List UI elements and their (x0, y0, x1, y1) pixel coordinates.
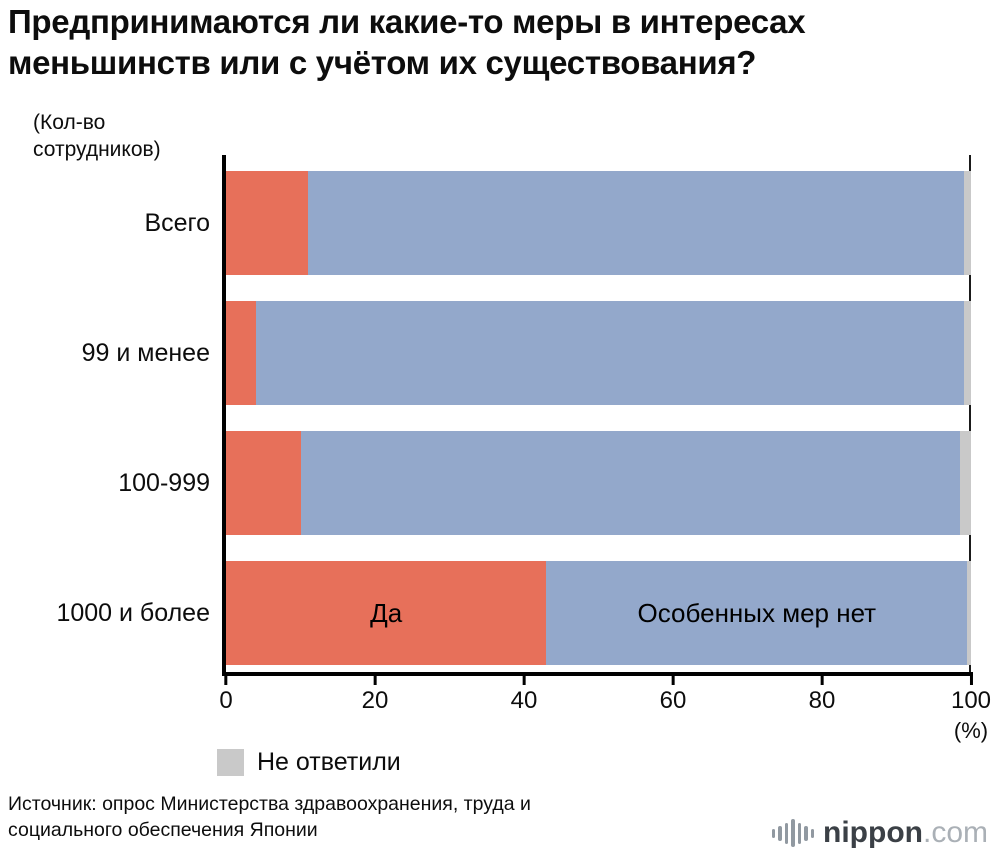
legend-label: Не ответили (257, 748, 401, 776)
bar-segment-0 (226, 431, 301, 535)
tick-label: 20 (361, 687, 389, 714)
page-title: Предпринимаются ли какие-то меры в интер… (8, 3, 806, 81)
bar-segment-1 (300, 431, 960, 535)
stacked-bar (226, 431, 971, 535)
bar-segment-1: Особенных мер нет (546, 561, 968, 665)
bar-segment-2 (963, 171, 971, 275)
tick-mark (671, 676, 675, 685)
stacked-bar (226, 301, 971, 405)
tick-label: 40 (510, 687, 538, 714)
y-axis-line (222, 155, 226, 672)
x-tick: 60 (659, 676, 687, 715)
chart-row: 100-999 (0, 431, 971, 535)
category-label: Всего (144, 208, 210, 237)
waveform-icon (771, 817, 815, 849)
tick-mark (224, 676, 228, 685)
bar-segment-2 (959, 431, 971, 535)
bar-segment-1 (255, 301, 964, 405)
x-tick: 20 (361, 676, 389, 715)
legend: Не ответили (217, 748, 401, 777)
bar-segment-0 (226, 171, 308, 275)
tick-label: 0 (219, 687, 233, 714)
bar-segment-0: Да (226, 561, 547, 665)
x-tick: 0 (219, 676, 233, 715)
logo-tld: .com (922, 816, 988, 849)
y-axis-note: (Кол-во сотрудников) (33, 111, 161, 161)
logo-name: nippon (823, 816, 923, 849)
category-label: 1000 и более (56, 598, 210, 627)
legend-swatch-not-answered (217, 749, 244, 776)
x-tick: 40 (510, 676, 538, 715)
tick-label: 100 (950, 687, 992, 714)
x-axis-line (222, 672, 973, 676)
category-label: 100-999 (118, 468, 210, 497)
segment-label: Да (370, 597, 403, 628)
bar-segment-1 (307, 171, 964, 275)
tick-mark (969, 676, 973, 685)
nippon-logo: nippon.com (771, 816, 988, 850)
source-note: Источник: опрос Министерства здравоохран… (8, 793, 531, 841)
bar-segment-2 (967, 561, 971, 665)
bar-segment-2 (963, 301, 971, 405)
bar-segment-0 (226, 301, 256, 405)
x-tick: 100 (951, 676, 991, 715)
x-axis-unit-label: (%) (953, 718, 989, 743)
stacked-bar (226, 171, 971, 275)
x-axis-ticks: (%) 0 20 40 60 80 100 (219, 676, 991, 743)
tick-label: 80 (808, 687, 836, 714)
tick-mark (373, 676, 377, 685)
segment-label: Особенных мер нет (637, 597, 877, 628)
tick-mark (522, 676, 526, 685)
x-tick: 80 (808, 676, 836, 715)
tick-label: 60 (659, 687, 687, 714)
stacked-bar: Да Особенных мер нет (226, 561, 971, 665)
tick-mark (820, 676, 824, 685)
logo-text: nippon.com (823, 816, 988, 850)
bar-chart: Всего 99 и менее 100-999 1000 и более Да Особ… (0, 171, 971, 691)
chart-row: 99 и менее (0, 301, 971, 405)
category-label: 99 и менее (81, 338, 210, 367)
chart-row: Всего (0, 171, 971, 275)
gridline-100 (969, 155, 971, 672)
chart-row: 1000 и более Да Особенных мер нет (0, 561, 971, 665)
